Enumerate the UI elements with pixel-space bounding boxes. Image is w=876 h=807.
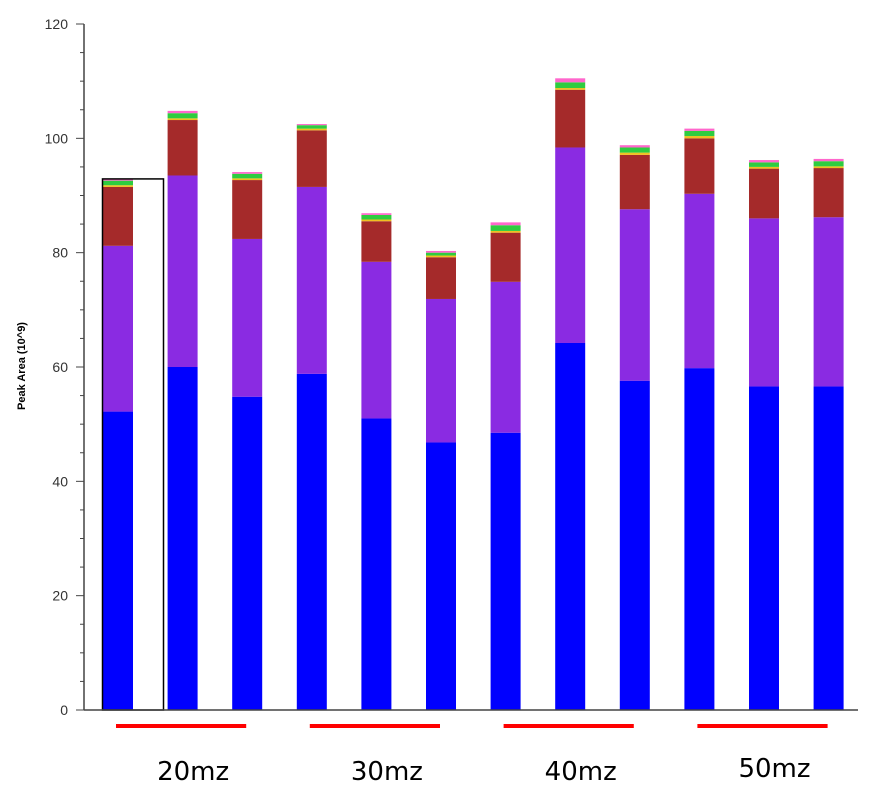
bar-segment: [813, 386, 844, 710]
bar-segment: [684, 138, 715, 194]
y-tick-label: 80: [52, 245, 68, 261]
bar-segment: [296, 186, 327, 374]
bar-segment: [813, 168, 844, 218]
bar-segment: [490, 232, 521, 282]
y-tick-label: 40: [52, 473, 68, 489]
bar-segment: [555, 147, 586, 343]
bar-segment: [684, 130, 715, 137]
bar-segment: [619, 154, 650, 210]
group-labels: 20mz 30mz 40mz 50mz: [116, 724, 828, 787]
bar-segment: [232, 178, 263, 181]
y-tick-label: 0: [60, 702, 68, 718]
bar-segment: [361, 219, 392, 222]
bar-segment: [167, 118, 198, 121]
bar-segment: [749, 386, 779, 710]
bar-segment: [490, 432, 521, 710]
bar-segment: [232, 180, 263, 239]
bar-segment: [426, 252, 456, 256]
bar-segment: [619, 145, 650, 148]
bar-segment: [167, 120, 198, 176]
bar-segment: [296, 124, 327, 126]
bar-segment: [490, 222, 521, 226]
bar-segment: [555, 89, 586, 148]
bar-segment: [361, 214, 392, 220]
bar-segment: [490, 281, 521, 433]
bar-segment: [619, 209, 650, 381]
bar-segment: [619, 147, 650, 153]
bar-segment: [813, 161, 844, 167]
bar-segment: [103, 185, 133, 187]
bar-segment: [167, 110, 198, 114]
bar-segment: [684, 128, 715, 131]
bar-segment: [749, 162, 779, 167]
bar-segment: [619, 152, 650, 155]
y-axis: 0 20 40 60 80 100 120: [45, 16, 85, 718]
bars: [101, 78, 844, 711]
bar-segment: [490, 230, 521, 233]
bar-segment: [684, 368, 715, 710]
y-tick-label: 100: [45, 130, 69, 146]
bar-segment: [555, 82, 586, 89]
bar-segment: [813, 158, 844, 162]
bar-segment: [361, 261, 392, 419]
bar-segment: [490, 225, 521, 231]
y-tick-label: 120: [45, 16, 69, 32]
bar-segment: [555, 78, 586, 83]
bar-segment: [555, 88, 586, 90]
y-tick-label: 20: [52, 588, 68, 604]
bar-segment: [426, 255, 456, 258]
bar-segment: [749, 218, 779, 387]
bar-segment: [749, 166, 779, 169]
bar-segment: [813, 166, 844, 169]
bar-segment: [684, 193, 715, 369]
bar-segment: [167, 367, 198, 710]
bar-segment: [296, 128, 327, 131]
bar-segment: [232, 238, 263, 397]
group-label: 20mz: [157, 757, 229, 787]
y-tick-label: 60: [52, 359, 68, 375]
bar-segment: [555, 342, 586, 710]
bar-segment: [361, 213, 392, 215]
bar-segment: [167, 175, 198, 367]
bar-segment: [749, 160, 779, 163]
group-label: 50mz: [738, 754, 810, 784]
bar-segment: [749, 168, 779, 219]
bar-segment: [426, 442, 456, 710]
bar-segment: [103, 180, 133, 186]
bar-segment: [361, 221, 392, 262]
group-label: 30mz: [351, 757, 423, 787]
bar-segment: [167, 113, 198, 119]
bar-segment: [619, 380, 650, 710]
bar-segment: [103, 178, 133, 181]
group-label: 40mz: [545, 757, 617, 787]
bar-segment: [103, 186, 133, 246]
bar-segment: [296, 125, 327, 129]
bar-segment: [103, 245, 133, 412]
bar-segment: [296, 373, 327, 710]
bar-segment: [232, 396, 263, 710]
bar-segment: [426, 298, 456, 443]
bar-segment: [296, 130, 327, 187]
bar-segment: [684, 136, 715, 139]
bar-segment: [813, 217, 844, 387]
bar-segment: [426, 250, 456, 253]
bar-segment: [103, 411, 133, 710]
bar-segment: [232, 173, 263, 179]
bar-segment: [426, 257, 456, 299]
bar-segment: [232, 172, 263, 174]
y-axis-label: Peak Area (10^9): [16, 322, 28, 410]
bar-segment: [361, 418, 392, 710]
